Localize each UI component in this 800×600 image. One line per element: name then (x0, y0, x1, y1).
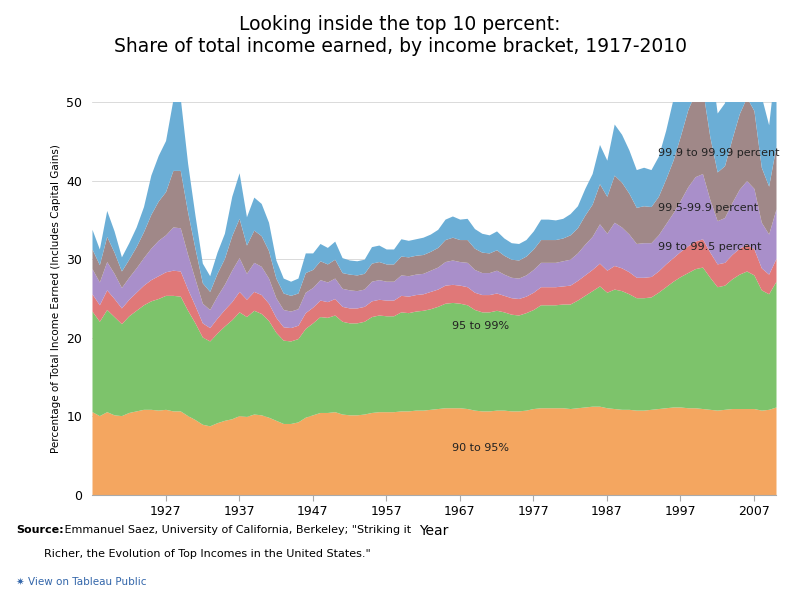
Text: Richer, the Evolution of Top Incomes in the United States.": Richer, the Evolution of Top Incomes in … (16, 549, 370, 559)
Y-axis label: Percentage of Total Income Earned (Includes Capital Gains): Percentage of Total Income Earned (Inclu… (50, 144, 61, 453)
Text: ✷ View on Tableau Public: ✷ View on Tableau Public (16, 577, 146, 587)
Text: 99.9 to 99.99 percent: 99.9 to 99.99 percent (658, 148, 780, 158)
Text: 95 to 99%: 95 to 99% (452, 321, 510, 331)
Text: Looking inside the top 10 percent:
Share of total income earned, by income brack: Looking inside the top 10 percent: Share… (114, 15, 686, 56)
Text: Source:: Source: (16, 525, 64, 535)
X-axis label: Year: Year (419, 524, 449, 538)
Text: 99 to 99.5 percent: 99 to 99.5 percent (658, 242, 762, 253)
Text: 90 to 95%: 90 to 95% (452, 443, 510, 453)
Text: Emmanuel Saez, University of California, Berkeley; "Striking it: Emmanuel Saez, University of California,… (61, 525, 411, 535)
Text: 99.5-99.9 percent: 99.5-99.9 percent (658, 203, 758, 213)
